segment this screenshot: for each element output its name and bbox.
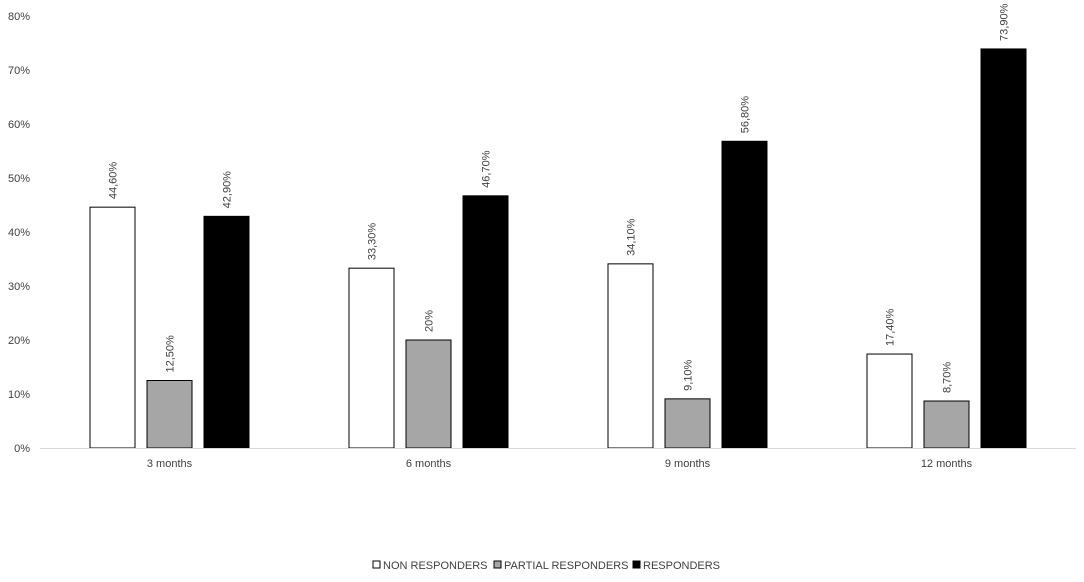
x-tick-label: 6 months xyxy=(406,458,452,470)
y-tick-label: 20% xyxy=(8,335,30,347)
x-tick-label: 12 months xyxy=(921,458,973,470)
legend: NON RESPONDERS PARTIAL RESPONDERS RESPONDE… xyxy=(372,560,720,572)
data-label: 12,50% xyxy=(165,335,177,373)
data-label: 73,90% xyxy=(999,3,1011,41)
y-tick-label: 40% xyxy=(8,227,30,239)
data-labels-group: 44,60% 12,50% 42,90% 33,30% 20% 46,70% 34,10% 9… xyxy=(108,3,1011,393)
y-tick-label: 50% xyxy=(8,173,30,185)
y-tick-label: 30% xyxy=(8,281,30,293)
legend-swatch xyxy=(493,560,502,569)
bar-partial-responders xyxy=(405,339,452,449)
legend-swatch xyxy=(632,560,641,569)
y-axis-ticks: 0% 10% 20% 30% 40% 50% 60% 70% 80% xyxy=(8,11,30,455)
bar-partial-responders xyxy=(664,398,711,449)
data-label: 9,10% xyxy=(683,359,695,390)
legend-label: RESPONDERS xyxy=(643,560,720,572)
x-tick-label: 3 months xyxy=(147,458,193,470)
y-tick-label: 70% xyxy=(8,65,30,77)
y-tick-label: 80% xyxy=(8,11,30,23)
y-tick-label: 60% xyxy=(8,119,30,131)
bars-group xyxy=(89,48,1027,449)
data-label: 56,80% xyxy=(740,96,752,134)
data-label: 44,60% xyxy=(108,162,120,200)
y-tick-label: 0% xyxy=(14,443,30,455)
bar-responders xyxy=(203,215,250,449)
legend-label: NON RESPONDERS xyxy=(383,560,488,572)
bar-responders xyxy=(462,195,509,449)
data-label: 46,70% xyxy=(481,150,493,188)
bar-non-responders xyxy=(89,206,136,449)
legend-label: PARTIAL RESPONDERS xyxy=(504,560,629,572)
data-label: 33,30% xyxy=(367,223,379,261)
data-label: 20% xyxy=(424,310,436,332)
y-tick-label: 10% xyxy=(8,389,30,401)
bar-responders xyxy=(721,140,768,449)
data-label: 34,10% xyxy=(626,218,638,256)
bar-partial-responders xyxy=(146,380,193,449)
data-label: 17,40% xyxy=(885,309,897,347)
x-axis-labels: 3 months 6 months 9 months 12 months xyxy=(147,458,973,470)
bar-responders xyxy=(980,48,1027,449)
data-label: 42,90% xyxy=(222,171,234,209)
x-tick-label: 9 months xyxy=(665,458,711,470)
data-label: 8,70% xyxy=(942,362,954,393)
bar-non-responders xyxy=(348,267,395,449)
bar-non-responders xyxy=(607,263,654,449)
bar-partial-responders xyxy=(923,400,970,449)
bar-non-responders xyxy=(866,353,913,449)
legend-swatch xyxy=(372,560,381,569)
